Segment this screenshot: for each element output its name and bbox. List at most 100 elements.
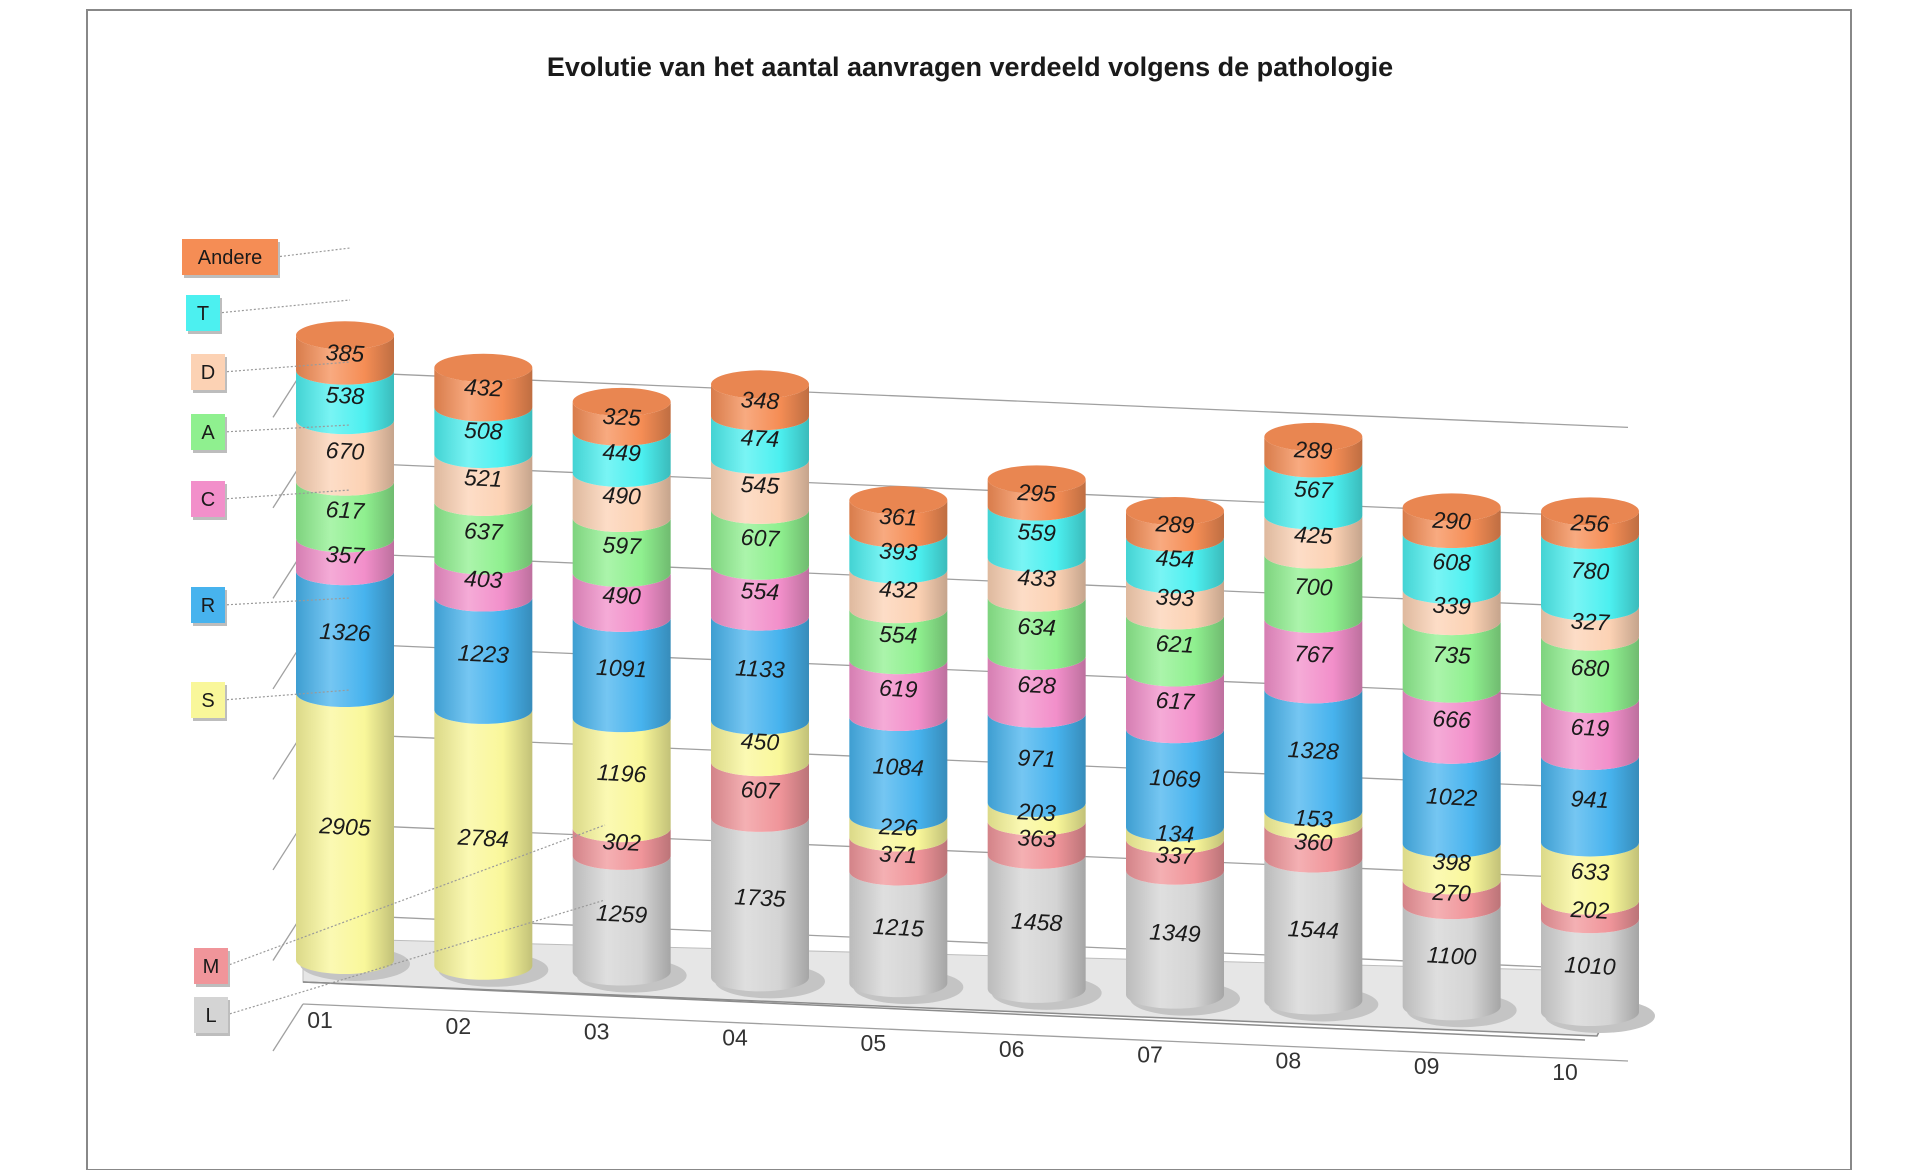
legend-item-c: C xyxy=(191,481,351,520)
bar-segment-a-03 xyxy=(572,518,671,587)
bar-top-cap-03 xyxy=(572,387,671,416)
legend-leader-line xyxy=(225,824,606,967)
bar-top-cap-04 xyxy=(711,370,809,399)
legend-swatch xyxy=(191,414,225,450)
bar-segment-d-02 xyxy=(434,454,533,516)
x-tick-label: 05 xyxy=(861,1030,887,1056)
bar-segment-r-04 xyxy=(711,616,809,735)
data-label: 1458 xyxy=(1010,908,1063,937)
bar-segment-a-07 xyxy=(1126,615,1224,687)
bar-segment-t-08 xyxy=(1264,463,1363,530)
data-label: 617 xyxy=(1155,687,1196,715)
bar-top-cap-05 xyxy=(849,486,948,515)
bar-segment-t-07 xyxy=(1126,537,1224,594)
bar-segment-r-02 xyxy=(434,597,533,724)
data-label: 735 xyxy=(1432,641,1472,669)
data-label: 256 xyxy=(1569,509,1610,537)
data-label: 521 xyxy=(463,464,503,492)
data-label: 289 xyxy=(1154,510,1195,538)
bar-segment-c-03 xyxy=(572,572,671,632)
bar-segment-s-04 xyxy=(711,720,809,777)
data-label: 1349 xyxy=(1149,918,1202,947)
bar-segment-r-03 xyxy=(572,617,671,733)
data-label: 202 xyxy=(1569,896,1610,924)
bar-segment-d-10 xyxy=(1541,606,1639,651)
bar-segment-s-05 xyxy=(849,816,948,852)
bar-segment-c-01 xyxy=(296,538,394,586)
bar-segment-a-04 xyxy=(711,509,809,580)
data-label: 490 xyxy=(602,581,642,609)
data-label: 289 xyxy=(1292,436,1333,464)
bar-segment-m-06 xyxy=(987,821,1086,869)
data-label: 767 xyxy=(1293,640,1334,668)
bar-segment-a-08 xyxy=(1264,554,1363,633)
data-label: 433 xyxy=(1017,564,1057,592)
x-tick-label: 04 xyxy=(722,1024,748,1050)
data-label: 360 xyxy=(1293,828,1333,856)
data-label: 474 xyxy=(740,424,780,452)
bar-segment-t-03 xyxy=(572,431,671,487)
bar-segment-a-01 xyxy=(296,481,394,553)
bar-segment-d-06 xyxy=(987,557,1086,612)
bar-segment-s-09 xyxy=(1402,843,1501,895)
bar-segment-t-10 xyxy=(1541,534,1639,621)
bar-segment-c-04 xyxy=(711,565,809,631)
bar-segment-l-04 xyxy=(711,817,809,992)
bar-segment-c-08 xyxy=(1264,618,1363,704)
bar-segment-c-06 xyxy=(987,655,1086,728)
x-tick-label: 10 xyxy=(1552,1059,1578,1085)
bar-segment-s-02 xyxy=(434,709,533,980)
data-label: 1544 xyxy=(1287,915,1339,944)
bar-segment-andere-04 xyxy=(711,384,809,431)
data-label: 2905 xyxy=(318,812,372,841)
x-tick-label: 09 xyxy=(1414,1053,1440,1079)
legend-leader-line xyxy=(275,247,351,258)
legend-item-r: R xyxy=(191,587,351,626)
bar-segment-t-04 xyxy=(711,416,809,474)
bar-segment-r-01 xyxy=(296,571,394,708)
bar-segment-t-09 xyxy=(1402,534,1501,604)
bar-top-cap-09 xyxy=(1402,493,1501,522)
data-label: 621 xyxy=(1155,630,1195,658)
data-label: 559 xyxy=(1017,518,1057,546)
data-label: 941 xyxy=(1570,785,1610,813)
data-label: 1215 xyxy=(872,913,925,942)
legend-item-andere: Andere xyxy=(182,239,351,278)
bar-segment-andere-05 xyxy=(849,500,948,548)
data-label: 339 xyxy=(1432,592,1472,620)
bar-stack-10: 1010 202 633 941 619 680 327 780 256 xyxy=(1541,497,1655,1033)
data-label: 1133 xyxy=(735,654,786,683)
bar-segment-m-03 xyxy=(572,828,671,870)
bar-segment-c-07 xyxy=(1126,672,1224,744)
data-label: 270 xyxy=(1431,879,1472,907)
bar-top-cap-02 xyxy=(434,353,533,382)
bar-segment-m-10 xyxy=(1541,900,1639,934)
legend-label: D xyxy=(201,362,215,384)
data-label: 680 xyxy=(1570,654,1610,682)
data-label: 425 xyxy=(1293,521,1333,549)
bar-segment-d-04 xyxy=(711,459,809,524)
bar-segment-a-02 xyxy=(434,501,533,575)
bar-segment-l-03 xyxy=(572,855,671,986)
bar-top-cap-01 xyxy=(296,321,394,350)
legend-label: R xyxy=(201,595,215,617)
bar-stack-01: 2905 1326 357 617 670 538 385 xyxy=(296,321,410,981)
bar-segment-d-07 xyxy=(1126,579,1224,630)
bar-segment-l-08 xyxy=(1264,858,1363,1015)
data-label: 153 xyxy=(1293,804,1333,832)
bar-stack-09: 1100 270 398 1022 666 735 339 608 290 xyxy=(1402,493,1517,1028)
gridline xyxy=(302,1003,1629,1062)
bar-segment-a-10 xyxy=(1541,636,1639,714)
bar-segment-c-02 xyxy=(434,560,533,612)
data-label: 1010 xyxy=(1564,951,1617,980)
legend-item-s: S xyxy=(191,682,351,721)
data-label: 357 xyxy=(325,541,366,569)
bar-segment-andere-09 xyxy=(1402,507,1501,549)
legend-swatch xyxy=(182,239,278,275)
bar-segment-d-08 xyxy=(1264,515,1363,569)
